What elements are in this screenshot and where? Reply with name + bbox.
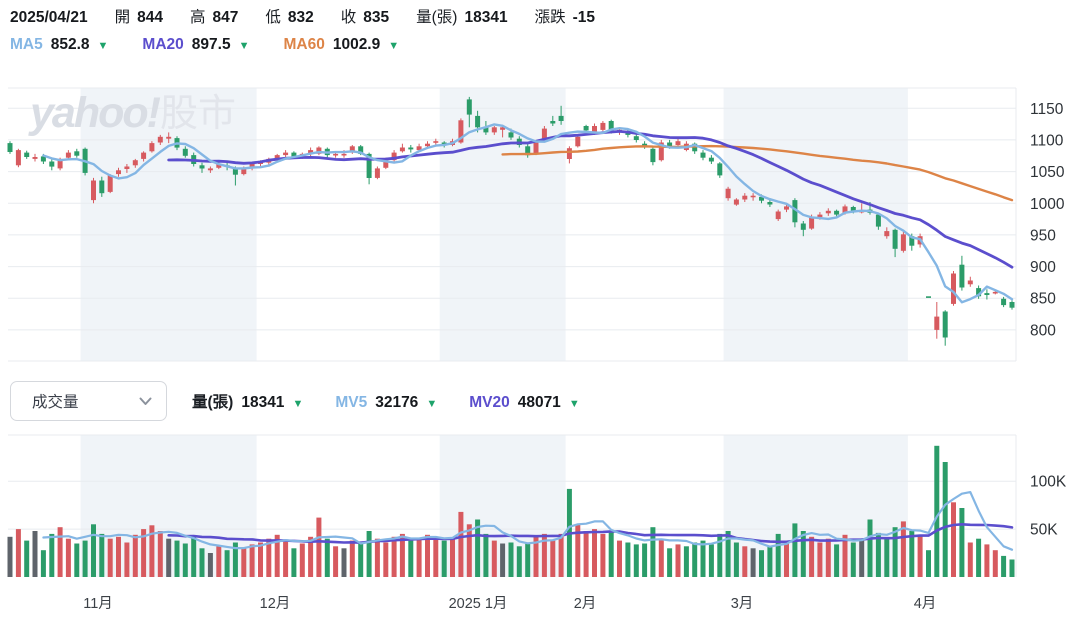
down-triangle-icon: ▼ — [238, 40, 250, 52]
down-triangle-icon: ▼ — [292, 398, 304, 410]
svg-text:900: 900 — [1030, 259, 1056, 276]
high-field: 高 847 — [189, 9, 239, 26]
svg-text:1050: 1050 — [1030, 164, 1065, 181]
volume-value-legend: 量(張) 18341 ▼ — [192, 394, 304, 411]
volume-field: 量(張) 18341 — [416, 9, 508, 26]
down-triangle-icon: ▼ — [388, 40, 400, 52]
ma-legend: MA5 852.8 ▼ MA20 897.5 ▼ MA60 1002.9 ▼ — [10, 36, 399, 54]
svg-text:1150: 1150 — [1030, 101, 1064, 118]
svg-text:950: 950 — [1030, 227, 1056, 244]
svg-text:1000: 1000 — [1030, 196, 1065, 213]
volume-selector-dropdown[interactable]: 成交量 — [10, 381, 167, 421]
mv20-legend: MV20 48071 ▼ — [469, 394, 580, 411]
close-field: 收 835 — [340, 9, 390, 26]
svg-text:1100: 1100 — [1030, 132, 1064, 149]
mv5-line — [42, 491, 1014, 551]
ma60-line — [501, 144, 1014, 202]
down-triangle-icon: ▼ — [97, 40, 109, 52]
down-triangle-icon: ▼ — [426, 398, 438, 410]
mv5-legend: MV5 32176 ▼ — [335, 394, 438, 411]
svg-text:850: 850 — [1030, 291, 1056, 308]
month-bands — [80, 88, 908, 577]
ohlc-header: 2025/04/21 開 844 高 847 低 832 收 835 量(張) 18341… — [10, 5, 595, 27]
volume-panel-header: 成交量 量(張) 18341 ▼ MV5 32176 ▼ MV20 48071 ▼ — [0, 379, 580, 423]
ma5-line — [42, 123, 1014, 304]
svg-text:4月: 4月 — [914, 596, 937, 612]
trade-date: 2025/04/21 — [10, 9, 88, 26]
chevron-down-icon — [139, 397, 152, 405]
svg-text:股市: 股市 — [160, 93, 236, 135]
down-triangle-icon: ▼ — [568, 398, 580, 410]
svg-text:2025 1月: 2025 1月 — [449, 596, 508, 612]
svg-text:800: 800 — [1030, 322, 1056, 339]
volume-legend: 量(張) 18341 ▼ MV5 32176 ▼ MV20 48071 ▼ — [192, 390, 580, 412]
ma20-line — [167, 129, 1014, 269]
volume-bars — [7, 445, 1015, 577]
yahoo-watermark: yahoo! — [28, 89, 161, 137]
axis-labels: 11月 12月 2025 1月 2月 3月 4月 1150 1100 1050 1000 950 90… — [83, 101, 1067, 612]
svg-text:12月: 12月 — [260, 596, 291, 612]
svg-text:100K: 100K — [1030, 474, 1067, 491]
low-field: 低 832 — [265, 9, 314, 26]
ma60-legend: MA60 1002.9 ▼ — [283, 36, 400, 53]
svg-text:11月: 11月 — [83, 596, 113, 612]
ma20-legend: MA20 897.5 ▼ — [142, 36, 250, 53]
svg-text:2月: 2月 — [574, 596, 597, 612]
open-field: 開 844 — [114, 9, 163, 26]
svg-text:50K: 50K — [1030, 522, 1058, 539]
svg-text:3月: 3月 — [731, 596, 754, 612]
volume-selector-label: 成交量 — [32, 394, 79, 411]
change-field: 漲跌 -15 — [534, 9, 595, 26]
ma5-legend: MA5 852.8 ▼ — [10, 36, 109, 53]
